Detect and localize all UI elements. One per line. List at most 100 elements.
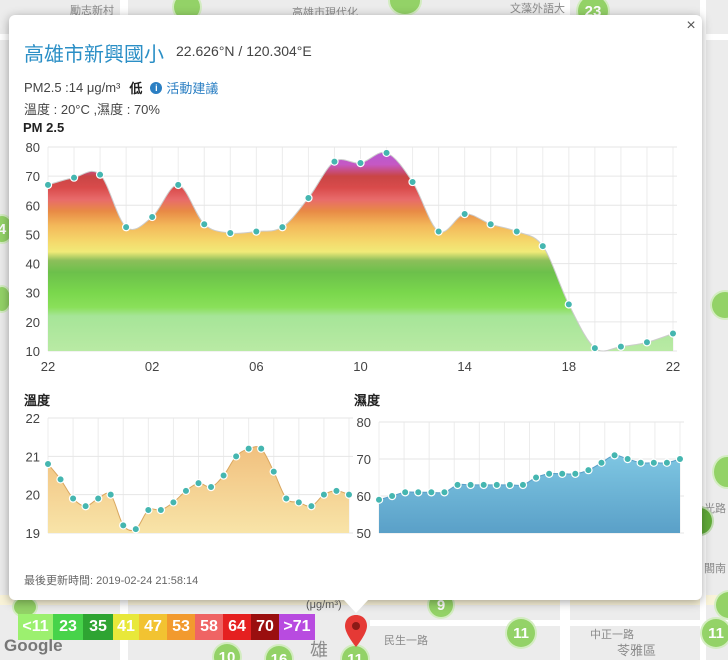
data-point[interactable]	[649, 458, 659, 467]
legend-item: <11	[18, 614, 53, 640]
data-point[interactable]	[571, 469, 580, 479]
station-marker[interactable]	[388, 0, 422, 16]
data-point[interactable]	[81, 501, 90, 511]
data-point[interactable]	[486, 220, 495, 229]
data-point[interactable]	[194, 478, 203, 488]
data-point[interactable]	[460, 209, 469, 219]
data-point[interactable]	[257, 444, 266, 453]
data-point[interactable]	[332, 486, 341, 496]
data-point[interactable]	[544, 469, 554, 479]
data-point[interactable]	[252, 227, 261, 236]
x-tick-label: 18	[562, 359, 576, 374]
data-point[interactable]	[434, 227, 443, 236]
data-point[interactable]	[400, 488, 410, 497]
data-point[interactable]	[453, 480, 462, 490]
data-point[interactable]	[356, 158, 365, 168]
data-point[interactable]	[382, 148, 391, 158]
data-point[interactable]	[319, 490, 329, 499]
data-point[interactable]	[294, 498, 304, 507]
data-point[interactable]	[408, 177, 417, 187]
data-point[interactable]	[427, 488, 436, 497]
data-point[interactable]	[512, 227, 521, 236]
data-point[interactable]	[518, 480, 528, 490]
data-point[interactable]	[95, 170, 105, 179]
legend-item: 64	[223, 614, 251, 640]
data-point[interactable]	[43, 180, 53, 190]
data-point[interactable]	[244, 444, 253, 453]
data-point[interactable]	[505, 480, 515, 490]
data-point[interactable]	[642, 338, 652, 347]
legend-item: 23	[53, 614, 83, 640]
data-point[interactable]	[662, 458, 672, 467]
data-point[interactable]	[200, 220, 209, 229]
series-area	[48, 152, 673, 352]
data-point[interactable]	[278, 222, 287, 232]
station-marker[interactable]: 10	[212, 642, 242, 660]
data-point[interactable]	[231, 452, 241, 461]
data-point[interactable]	[668, 329, 678, 338]
data-point[interactable]	[307, 501, 316, 511]
data-point[interactable]	[181, 486, 191, 496]
data-point[interactable]	[93, 494, 103, 503]
data-point[interactable]	[597, 458, 606, 467]
data-point[interactable]	[492, 480, 501, 490]
data-point[interactable]	[147, 212, 157, 222]
data-point[interactable]	[282, 494, 291, 503]
activity-advice-link[interactable]: 活動建議	[166, 81, 219, 96]
data-point[interactable]	[584, 465, 593, 475]
data-point[interactable]	[610, 451, 619, 460]
close-button[interactable]: ×	[686, 17, 696, 34]
data-point[interactable]	[304, 193, 313, 203]
data-point[interactable]	[219, 471, 228, 480]
data-point[interactable]	[169, 498, 178, 507]
station-marker[interactable]	[712, 455, 728, 489]
data-point[interactable]	[636, 458, 645, 467]
series-area	[48, 446, 349, 533]
data-point[interactable]	[330, 157, 339, 166]
data-point[interactable]	[269, 467, 278, 476]
data-point[interactable]	[69, 173, 79, 182]
data-point[interactable]	[121, 222, 131, 232]
data-point[interactable]	[56, 475, 65, 484]
info-icon[interactable]: i	[150, 81, 163, 94]
data-point[interactable]	[43, 459, 53, 469]
data-point[interactable]	[675, 454, 685, 464]
data-point[interactable]	[131, 524, 140, 534]
data-point[interactable]	[174, 180, 183, 190]
x-tick-label: 02	[145, 359, 159, 374]
station-marker[interactable]	[710, 290, 728, 320]
location-pin-icon[interactable]	[345, 615, 367, 652]
y-tick-label: 60	[26, 198, 40, 213]
y-tick-label: 19	[26, 526, 40, 541]
data-point[interactable]	[144, 505, 153, 515]
data-point[interactable]	[440, 488, 449, 497]
data-point[interactable]	[564, 300, 574, 309]
data-point[interactable]	[344, 490, 354, 499]
data-point[interactable]	[106, 490, 115, 499]
data-point[interactable]	[68, 494, 78, 503]
data-point[interactable]	[466, 480, 475, 490]
data-point[interactable]	[387, 491, 397, 501]
station-marker[interactable]: 16	[264, 644, 294, 660]
data-point[interactable]	[558, 469, 567, 479]
data-point[interactable]	[538, 241, 547, 251]
data-point[interactable]	[479, 480, 488, 490]
data-point[interactable]	[616, 342, 626, 351]
data-point[interactable]	[374, 495, 384, 504]
data-point[interactable]	[531, 473, 541, 482]
data-point[interactable]	[414, 488, 423, 497]
data-point[interactable]	[119, 521, 128, 530]
x-tick-label: 22	[41, 359, 55, 374]
data-point[interactable]	[156, 505, 166, 515]
data-point[interactable]	[226, 228, 235, 238]
data-point[interactable]	[590, 343, 600, 353]
station-marker[interactable]: 11	[505, 617, 537, 649]
data-point[interactable]	[623, 454, 632, 464]
data-point[interactable]	[206, 482, 216, 492]
temperature-chart-title: 溫度	[24, 393, 51, 408]
legend-item: 58	[195, 614, 223, 640]
y-tick-label: 30	[26, 286, 40, 301]
last-updated: 最後更新時間: 2019-02-24 21:58:14	[24, 575, 199, 587]
series-area	[379, 455, 680, 533]
station-marker[interactable]: 11	[700, 617, 728, 649]
